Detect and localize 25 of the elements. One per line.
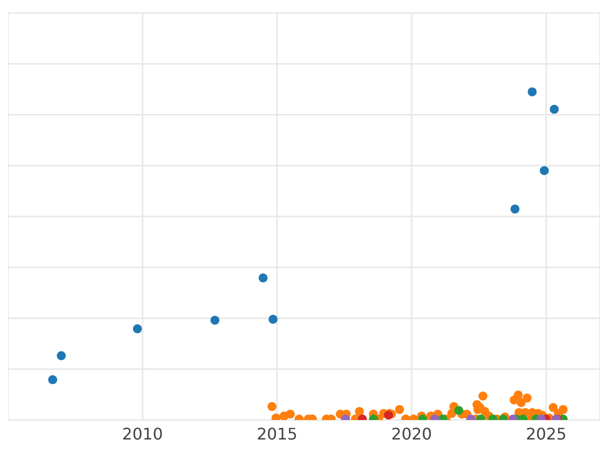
point — [558, 404, 568, 414]
point — [395, 404, 404, 414]
point — [548, 403, 558, 412]
point — [132, 324, 142, 334]
point — [540, 166, 549, 176]
x-tick-label: 2015 — [256, 424, 298, 444]
point — [210, 316, 220, 325]
point — [48, 375, 58, 384]
point — [454, 406, 464, 415]
point — [268, 314, 278, 324]
point — [354, 406, 364, 416]
point — [516, 398, 526, 408]
point — [56, 351, 66, 360]
point — [478, 392, 488, 401]
point — [267, 402, 276, 412]
x-tick-label: 2010 — [122, 424, 163, 444]
point — [528, 87, 537, 96]
x-tick-label: 2020 — [391, 424, 432, 444]
point — [514, 390, 523, 400]
point — [550, 104, 559, 114]
point — [258, 273, 268, 282]
point — [510, 204, 520, 214]
x-tick-label: 2025 — [526, 424, 567, 444]
point — [286, 410, 295, 419]
point — [522, 394, 532, 403]
